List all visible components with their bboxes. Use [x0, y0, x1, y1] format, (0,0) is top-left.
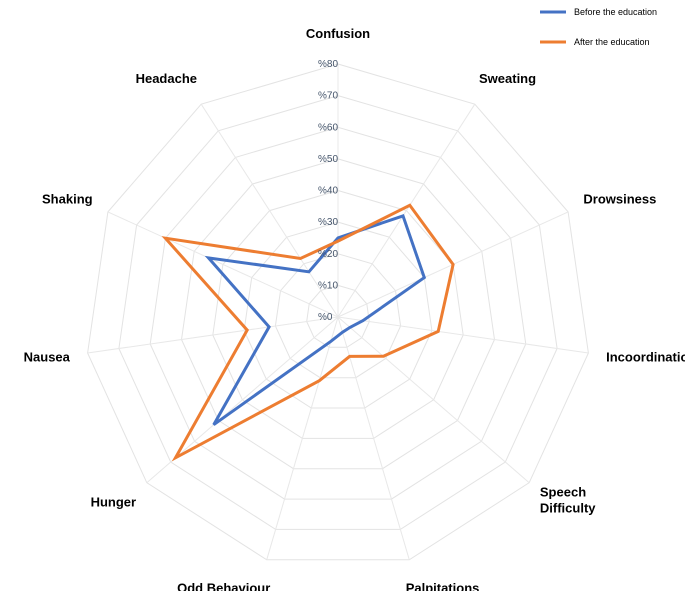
axis-spoke	[200, 103, 339, 318]
axis-spoke	[337, 316, 589, 354]
axis-label-confusion: Confusion	[306, 26, 370, 41]
axis-spoke	[266, 316, 339, 560]
tick-label: %70	[318, 91, 338, 102]
grid-ring	[149, 126, 527, 500]
tick-label: %40	[318, 186, 338, 197]
grid-ring	[306, 284, 370, 348]
axis-labels: Confusion Sweating Drowsiness Incoordinatio…	[24, 26, 685, 591]
axis-spoke	[337, 316, 530, 484]
tick-label: %50	[318, 154, 338, 165]
axis-label-headache: Headache	[136, 71, 197, 86]
tick-labels: %0 %10 %20 %30 %40 %50 %60 %70 %80	[318, 59, 338, 323]
legend-label-after-the-education: After the education	[574, 37, 650, 47]
axis-label-speech-difficulty: Speech Difficulty	[540, 484, 596, 515]
axis-label-incoordination: Incoordination	[606, 349, 685, 364]
axis-label-odd-behaviour: Odd Behaviour	[177, 581, 270, 591]
tick-label: %20	[318, 249, 338, 260]
axis-label-nausea: Nausea	[24, 349, 71, 364]
axis-spoke	[107, 211, 339, 318]
axis-label-hunger: Hunger	[91, 494, 137, 509]
legend-label-before-the-education: Before the education	[574, 7, 657, 17]
axis-label-shaking: Shaking	[42, 191, 93, 206]
tick-label: %0	[318, 312, 333, 323]
axis-label-sweating: Sweating	[479, 71, 536, 86]
axis-spoke	[87, 316, 339, 354]
series-line-before-the-education	[204, 214, 427, 426]
grid-ring	[87, 63, 589, 561]
axis-label-palpitations: Palpitations	[406, 581, 480, 591]
radar-grid	[87, 63, 589, 561]
grid-ring	[180, 158, 496, 470]
tick-label: %10	[318, 280, 338, 291]
tick-label: %60	[318, 122, 338, 133]
series-layer	[161, 203, 455, 462]
tick-label: %80	[318, 59, 338, 70]
grid-ring	[243, 221, 433, 409]
axis-spoke	[337, 103, 476, 318]
series-line-after-the-education	[161, 203, 455, 462]
axis-label-drowsiness: Drowsiness	[583, 191, 656, 206]
grid-ring	[118, 95, 558, 530]
tick-label: %30	[318, 217, 338, 228]
grid-ring	[274, 253, 402, 379]
legend: Before the education After the education	[540, 7, 657, 47]
